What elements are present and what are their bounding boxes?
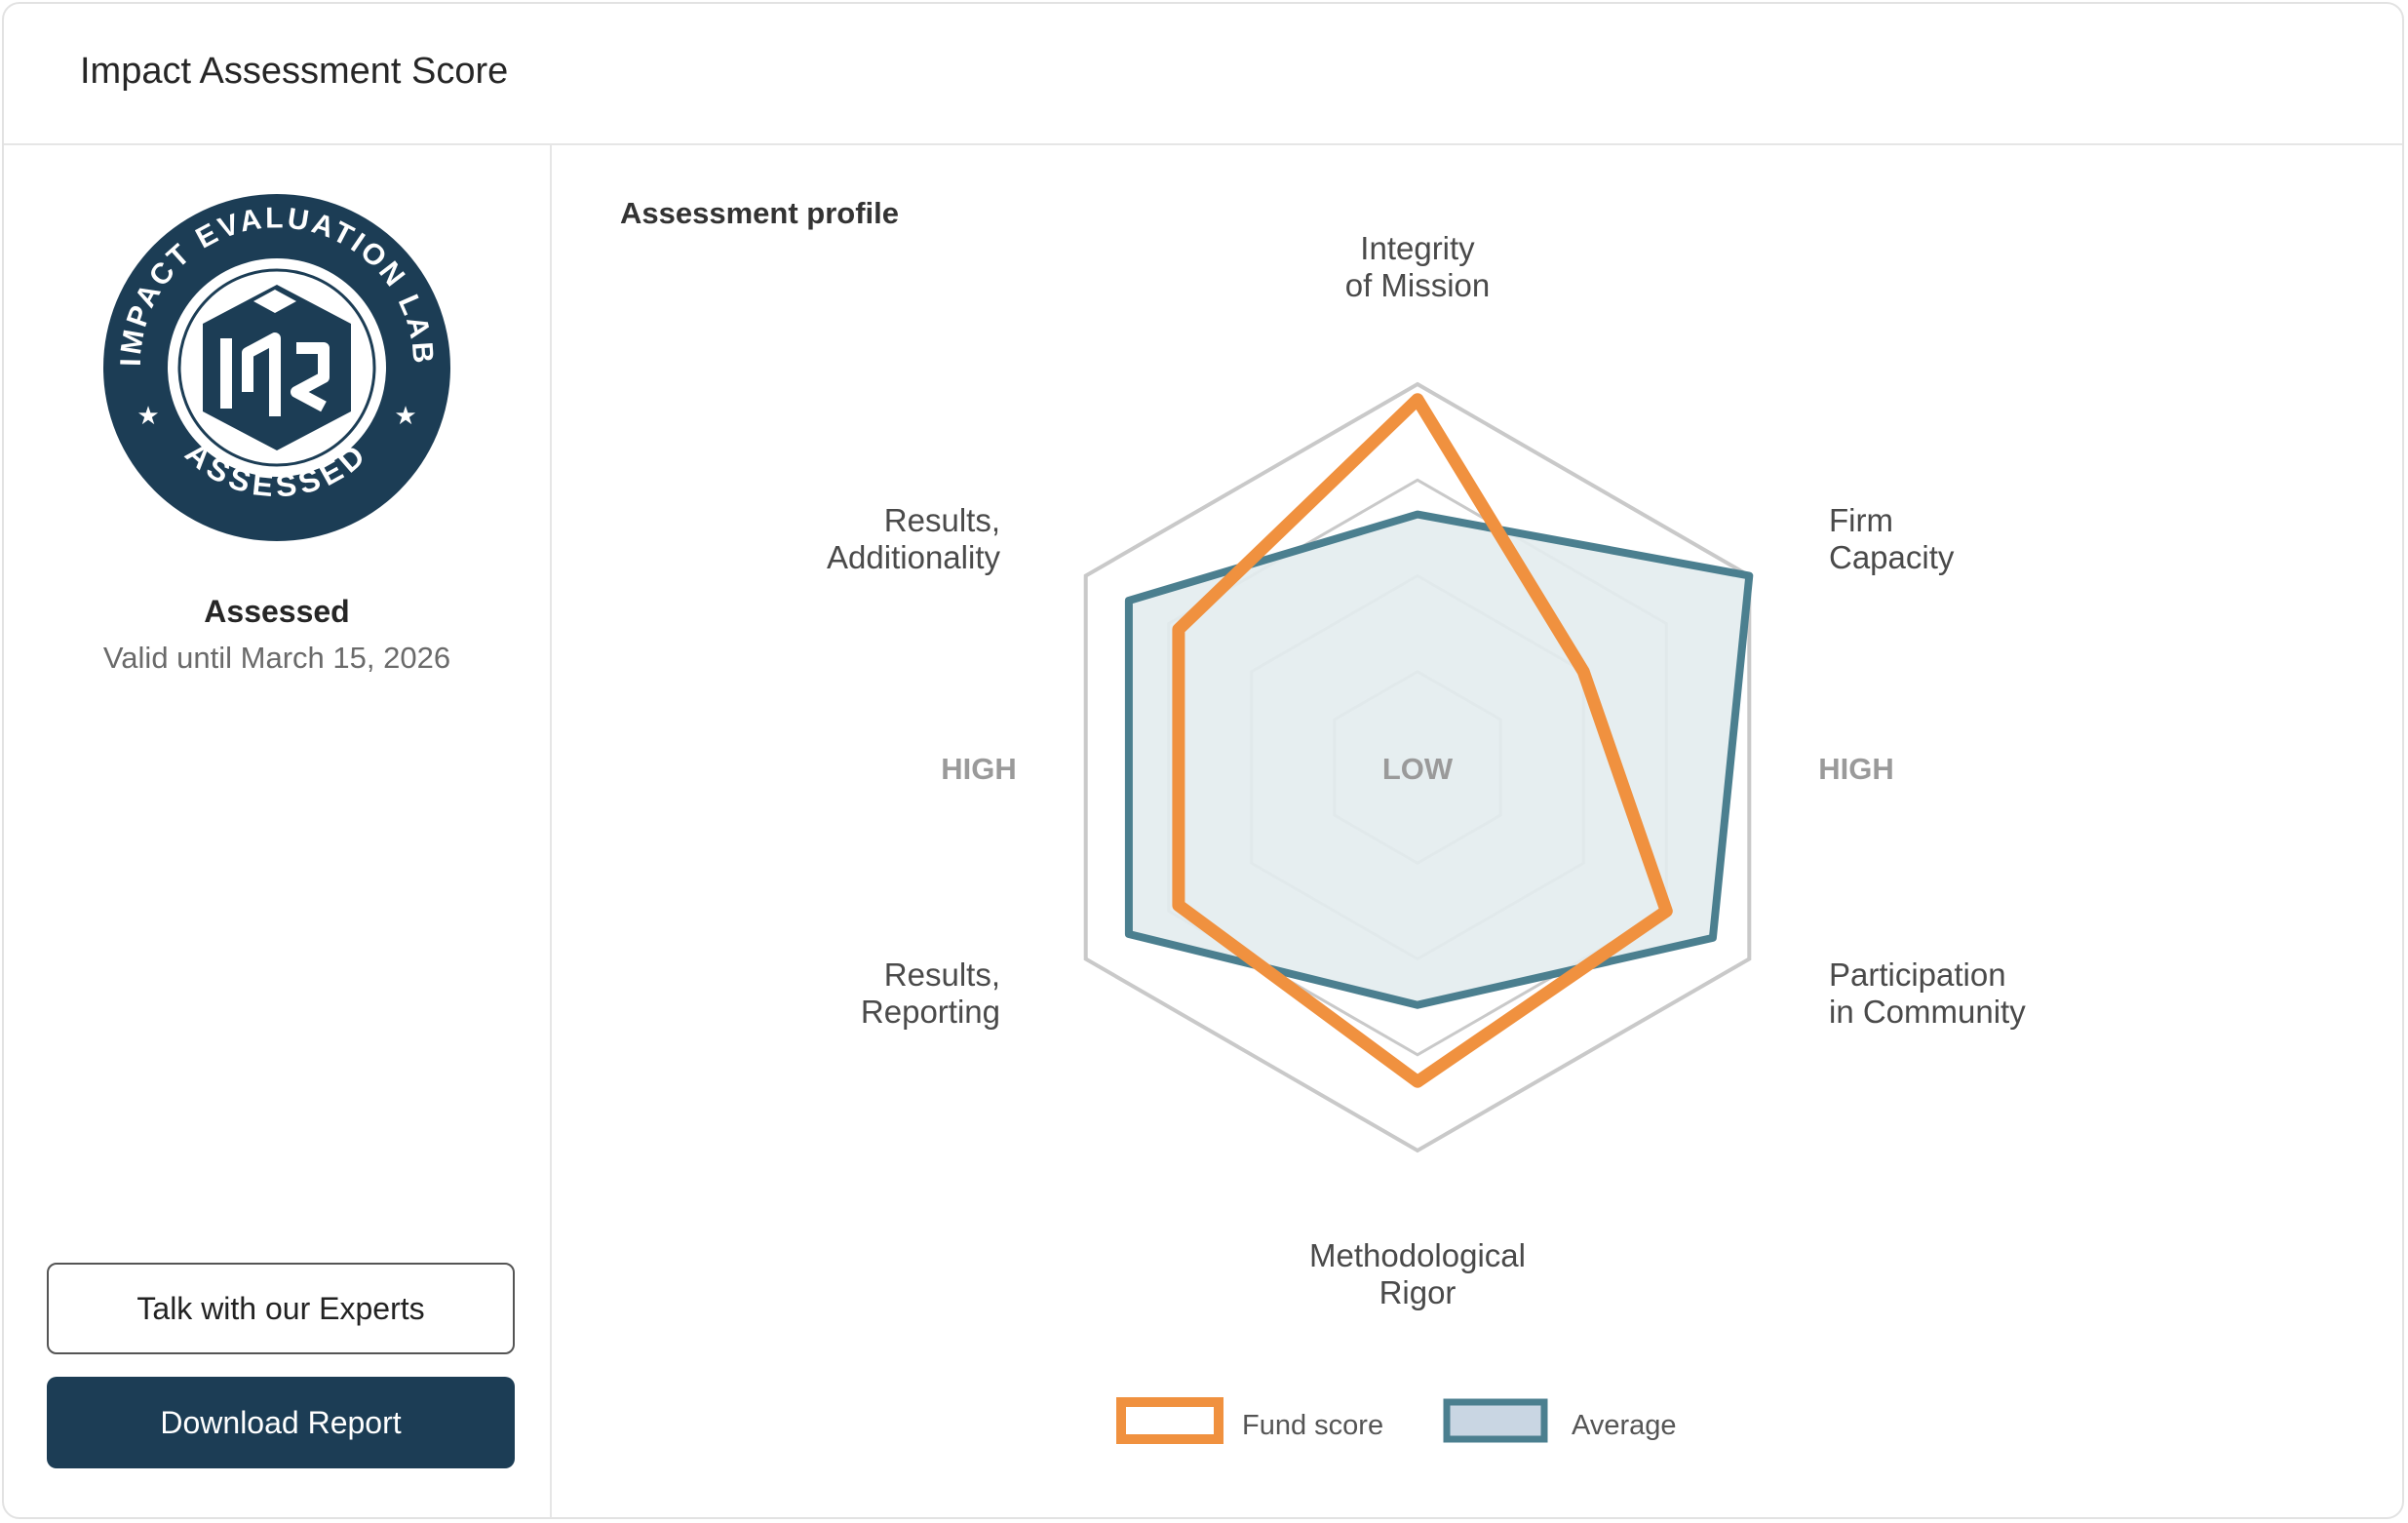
talk-with-experts-button[interactable]: Talk with our Experts [47, 1263, 515, 1354]
ring-label-high-right: HIGH [1818, 752, 1894, 786]
legend-label-fund-score: Fund score [1242, 1410, 1383, 1441]
validity-date: Valid until March 15, 2026 [102, 641, 451, 675]
axis-label-3: Methodological Rigor [1309, 1237, 1526, 1310]
assessment-status: Assessed [204, 594, 350, 629]
section-title: Assessment profile [620, 196, 899, 230]
average-series-area [1124, 510, 1754, 1009]
legend-swatch-fund-score [1116, 1397, 1223, 1444]
download-report-button[interactable]: Download Report [47, 1377, 515, 1468]
legend-label-average: Average [1572, 1410, 1677, 1441]
chart-legend: Fund score Average [1116, 1397, 1677, 1444]
axis-label-4: Results, Reporting [861, 957, 1000, 1030]
axis-labels: Integrity of Mission Firm Capacity Participa… [827, 230, 2026, 1310]
axis-label-0: Integrity of Mission [1345, 230, 1491, 303]
legend-swatch-average [1443, 1398, 1548, 1443]
svg-text:★: ★ [136, 401, 159, 430]
ring-label-low: LOW [1382, 752, 1454, 786]
axis-label-5: Results, Additionality [827, 502, 1000, 575]
axis-label-1: Firm Capacity [1829, 502, 1955, 575]
fund-score-series-line [1172, 393, 1673, 1088]
sidebar: IMPACT EVALUATION LAB ASSESSED ★ ★ Asses… [4, 145, 552, 1517]
svg-text:★: ★ [394, 401, 416, 430]
radar-chart: Integrity of Mission Firm Capacity Participa… [827, 230, 2026, 1444]
page-title: Impact Assessment Score [80, 51, 509, 92]
ring-label-high-left: HIGH [941, 752, 1017, 786]
axis-label-2: Participation in Community [1829, 957, 2026, 1030]
card-header: Impact Assessment Score [4, 4, 2402, 145]
main-panel: Assessment profile Integrity of Mission Fi… [552, 145, 2402, 1517]
assessment-badge-icon: IMPACT EVALUATION LAB ASSESSED ★ ★ [103, 194, 450, 541]
